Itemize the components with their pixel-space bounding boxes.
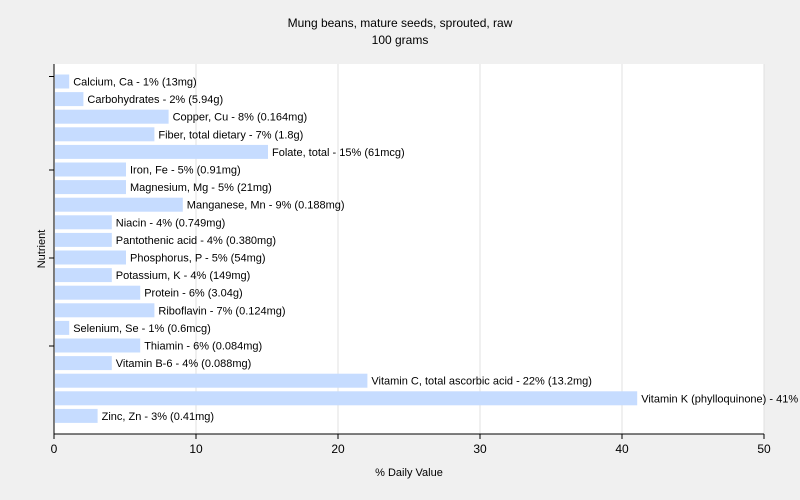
bar-label: Potassium, K - 4% (149mg): [116, 270, 251, 282]
bar: [55, 197, 183, 212]
bar-label: Thiamin - 6% (0.084mg): [144, 341, 262, 353]
x-tick-label: 20: [331, 442, 345, 456]
bar: [55, 303, 155, 318]
bar-label: Manganese, Mn - 9% (0.188mg): [187, 200, 345, 212]
bar-label: Vitamin B-6 - 4% (0.088mg): [116, 358, 252, 370]
bar-label: Fiber, total dietary - 7% (1.8g): [158, 129, 303, 141]
plot-area: [54, 64, 764, 434]
bar: [55, 285, 141, 300]
x-axis-title: % Daily Value: [375, 467, 443, 479]
bar-label: Riboflavin - 7% (0.124mg): [158, 305, 285, 317]
axes: [49, 64, 765, 439]
bar: [55, 144, 268, 159]
bar-label: Copper, Cu - 8% (0.164mg): [173, 112, 308, 124]
bar: [55, 320, 70, 335]
bar: [55, 356, 112, 371]
bar: [55, 180, 126, 195]
bar: [55, 268, 112, 283]
bar: [55, 92, 84, 107]
bar: [55, 373, 368, 388]
x-tick-labels: 0 10 20 30 40 50: [51, 442, 771, 456]
bar-label: Niacin - 4% (0.749mg): [116, 217, 225, 229]
gridlines: [195, 64, 765, 434]
bar: [55, 338, 141, 353]
bar-label: Protein - 6% (3.04g): [144, 288, 242, 300]
bar: [55, 109, 169, 124]
bar-label: Calcium, Ca - 1% (13mg): [73, 77, 196, 89]
chart-title: Mung beans, mature seeds, sprouted, raw: [288, 16, 513, 30]
bar: [55, 162, 126, 177]
x-tick-label: 0: [51, 442, 58, 456]
bar: [55, 391, 638, 406]
bar-label: Iron, Fe - 5% (0.91mg): [130, 165, 241, 177]
bars: Calcium, Ca - 1% (13mg) Carbohydrates - 2…: [55, 74, 800, 423]
x-tick-label: 50: [757, 442, 771, 456]
bar-label: Vitamin C, total ascorbic acid - 22% (13…: [371, 376, 592, 388]
bar: [55, 74, 70, 89]
chart-subtitle: 100 grams: [372, 33, 429, 47]
bar-label: Selenium, Se - 1% (0.6mcg): [73, 323, 211, 335]
bar: [55, 215, 112, 230]
bar-label: Phosphorus, P - 5% (54mg): [130, 253, 266, 265]
bar: [55, 250, 126, 265]
x-tick-label: 40: [615, 442, 629, 456]
bar: [55, 232, 112, 247]
bar-label: Magnesium, Mg - 5% (21mg): [130, 182, 272, 194]
x-tick-label: 30: [473, 442, 487, 456]
x-tick-label: 10: [189, 442, 203, 456]
bar-label: Vitamin K (phylloquinone) - 41% (33.0mcg…: [641, 393, 800, 405]
y-axis-title: Nutrient: [36, 230, 48, 269]
bar-label: Carbohydrates - 2% (5.94g): [87, 94, 223, 106]
bar: [55, 408, 98, 423]
bar-label: Pantothenic acid - 4% (0.380mg): [116, 235, 276, 247]
bar-label: Zinc, Zn - 3% (0.41mg): [102, 411, 214, 423]
bar: [55, 127, 155, 142]
bar-label: Folate, total - 15% (61mcg): [272, 147, 405, 159]
